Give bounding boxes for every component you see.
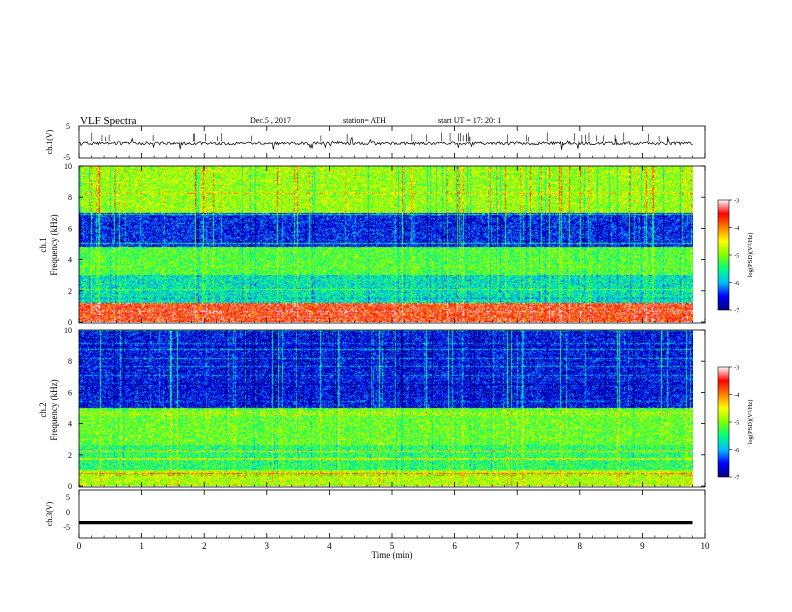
ch1-colorbar-tick-label: -4 (734, 225, 740, 232)
ch2-spectrogram-ytick-label: 10 (64, 326, 72, 335)
ch2-spectrogram-ylabel-line2: Frequency (kHz) (49, 379, 59, 440)
ch2-colorbar-tick-label: -5 (734, 420, 739, 427)
ch2-spectrogram-ylabel-channel: ch.2 (38, 402, 48, 417)
ch1-ylabel: ch.1(V) (45, 129, 54, 154)
ch2-spectrogram-ytick-label: 0 (68, 482, 72, 491)
time-axis-tick-label: 10 (701, 541, 711, 551)
ch1-spectrogram-ytick-label: 8 (68, 193, 72, 202)
ch1-spectrogram-ylabel-line2: Frequency (kHz) (49, 214, 59, 275)
ch1-colorbar: -3 -4 -5 -6 -7 log(PSD)(V²/Hz) (717, 198, 754, 315)
ch1-ytick-top: 5 (66, 122, 70, 131)
ch2-spectrogram-ytick-label: 8 (68, 357, 72, 366)
ch1-spectrogram-ylabel-channel: ch.1 (38, 237, 48, 252)
ch1-trace-line (78, 136, 693, 150)
time-axis-tick-label: 1 (139, 541, 144, 551)
ch1-colorbar-tick-label: -5 (734, 253, 739, 260)
figure-title: VLF Spectra (80, 115, 137, 127)
ch3-ytick-mid: 0 (66, 508, 70, 517)
ch1-spectrogram-ytick-label: 6 (68, 224, 72, 233)
ch2-colorbar-gradient (717, 366, 730, 478)
ch1-spectrogram-image (79, 166, 693, 322)
ch1-ytick-bottom: -5 (63, 153, 70, 162)
ch2-spectrogram-ytick-label: 4 (68, 420, 72, 429)
ch1-colorbar-ticks: -3 -4 -5 -6 -7 (729, 198, 740, 315)
start-time-label: start UT = 17: 20: 1 (438, 116, 501, 125)
ch2-spectrogram-ylabel-frequency: Frequency (kHz) (49, 379, 59, 440)
ch1-waveform-panel: 5 -5 ch.1(V) (45, 122, 706, 162)
time-axis-tick-label: 9 (640, 541, 645, 551)
time-axis-tick-label: 4 (327, 541, 332, 551)
time-axis-tick-label: 5 (390, 541, 395, 551)
ch1-spectrogram-ylabel-frequency: Frequency (kHz) (49, 214, 59, 275)
ch2-colorbar-ticks: -3 -4 -5 -6 -7 (729, 365, 740, 482)
ch1-spectrogram-ylabel-line1: ch.1 (38, 237, 48, 252)
ch1-spectrogram-panel: 0 2 4 6 8 10 ch.1 Frequency (kHz) (38, 162, 706, 327)
ch2-colorbar-tick-label: -4 (734, 392, 740, 399)
ch1-spectrogram-ytick-label: 4 (68, 256, 72, 265)
ch3-waveform-panel: 5 0 -5 ch.3(V) (45, 489, 706, 539)
time-axis-tick-label: 2 (202, 541, 207, 551)
station-label: station= ATH (343, 116, 386, 125)
ch2-spectrogram-image (79, 330, 693, 486)
ch1-colorbar-label: log(PSD)(V²/Hz) (747, 233, 754, 278)
ch3-frame (78, 489, 706, 539)
ch1-colorbar-gradient (717, 199, 730, 311)
time-axis-tick-label: 8 (578, 541, 583, 551)
ch3-ylabel: ch.3(V) (45, 501, 54, 526)
time-axis-tick-label: 7 (515, 541, 520, 551)
time-axis-tick-label: 3 (265, 541, 270, 551)
time-axis-tick-label: 0 (77, 541, 82, 551)
time-axis-ticks: 0 1 2 3 4 5 6 7 8 9 10 (77, 126, 710, 551)
ch1-spectrogram-ytick-label: 2 (68, 287, 72, 296)
ch3-ytick-bottom: -5 (63, 523, 70, 532)
ch2-spectrogram-yticks: 0 2 4 6 8 10 (64, 326, 705, 491)
ch2-colorbar-tick-label: -3 (734, 365, 739, 372)
ch1-colorbar-tick-label: -6 (734, 280, 740, 287)
ch1-spectrogram-ytick-label: 0 (68, 318, 72, 327)
ch2-colorbar: -3 -4 -5 -6 -7 log(PSD)(V²/Hz) (717, 365, 754, 482)
ch1-colorbar-tick-label: -3 (734, 198, 739, 205)
ch2-colorbar-label: log(PSD)(V²/Hz) (747, 400, 754, 445)
ch1-colorbar-tick-label: -7 (734, 308, 740, 315)
ch3-ytick-top: 5 (66, 493, 70, 502)
ch2-colorbar-tick-label: -7 (734, 475, 740, 482)
ch1-spectrogram-yticks: 0 2 4 6 8 10 (64, 162, 705, 327)
ch2-spectrogram-panel: 0 2 4 6 8 10 ch.2 Frequency (kHz) (38, 326, 706, 491)
ch2-colorbar-tick-label: -6 (734, 447, 740, 454)
ch2-spectrogram-ylabel-line1: ch.2 (38, 402, 48, 417)
date-label: Dec.5 , 2017 (250, 116, 291, 125)
ch2-spectrogram-ytick-label: 6 (68, 388, 72, 397)
time-axis-tick-label: 6 (452, 541, 457, 551)
ch1-spectrogram-ytick-label: 10 (64, 162, 72, 171)
time-axis-label: Time (min) (372, 550, 413, 560)
ch2-spectrogram-ytick-label: 2 (68, 451, 72, 460)
